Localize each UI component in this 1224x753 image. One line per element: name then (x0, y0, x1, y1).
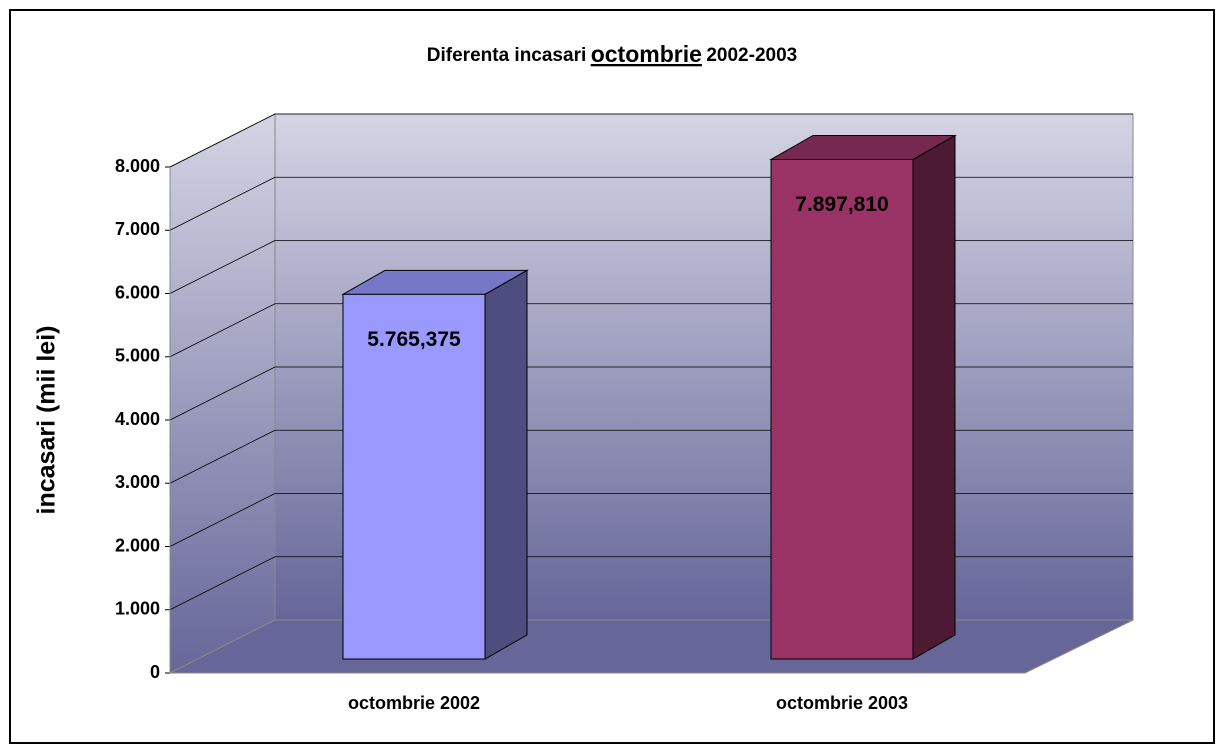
grid-line (169, 240, 276, 294)
y-tick-label: 6.000 (115, 282, 160, 302)
y-tick-label: 7.000 (115, 219, 160, 239)
bar-side (912, 134, 956, 660)
grid-line (169, 429, 276, 484)
grid-line (169, 366, 276, 421)
bar (770, 158, 914, 660)
grid-line (169, 493, 276, 547)
y-tick-label: 2.000 (115, 535, 160, 555)
y-tick-label: 0 (150, 662, 160, 682)
y-tick-label: 3.000 (115, 472, 160, 492)
x-tick-label: octombrie 2003 (776, 693, 908, 713)
grid-line (169, 303, 276, 358)
value-label: 7.897,810 (795, 193, 888, 216)
title-part: 2002-2003 (706, 45, 797, 66)
y-axis-title: incasari (mii lei) (33, 326, 61, 515)
grid-line (169, 113, 276, 168)
grid-line (169, 176, 276, 231)
floor (169, 619, 1134, 674)
y-tick-label: 5.000 (115, 346, 160, 366)
title-part: Diferenta incasari (427, 45, 586, 66)
title-part: octombrie (591, 41, 702, 67)
value-label: 5.765,375 (367, 328, 461, 351)
bar (342, 293, 486, 660)
x-tick-label: octombrie 2002 (348, 693, 480, 713)
bar-side (484, 269, 528, 660)
chart-title: Diferenta incasari octombrie 2002-2003 (427, 41, 797, 67)
plot: 0 1.000 2.000 3.000 4.000 5.000 6.000 7.000 8.00… (115, 113, 1134, 713)
y-tick-label: 1.000 (115, 599, 160, 619)
y-tick-label: 4.000 (115, 409, 160, 429)
y-tick-label: 8.000 (115, 156, 160, 176)
grid-line (169, 556, 276, 611)
